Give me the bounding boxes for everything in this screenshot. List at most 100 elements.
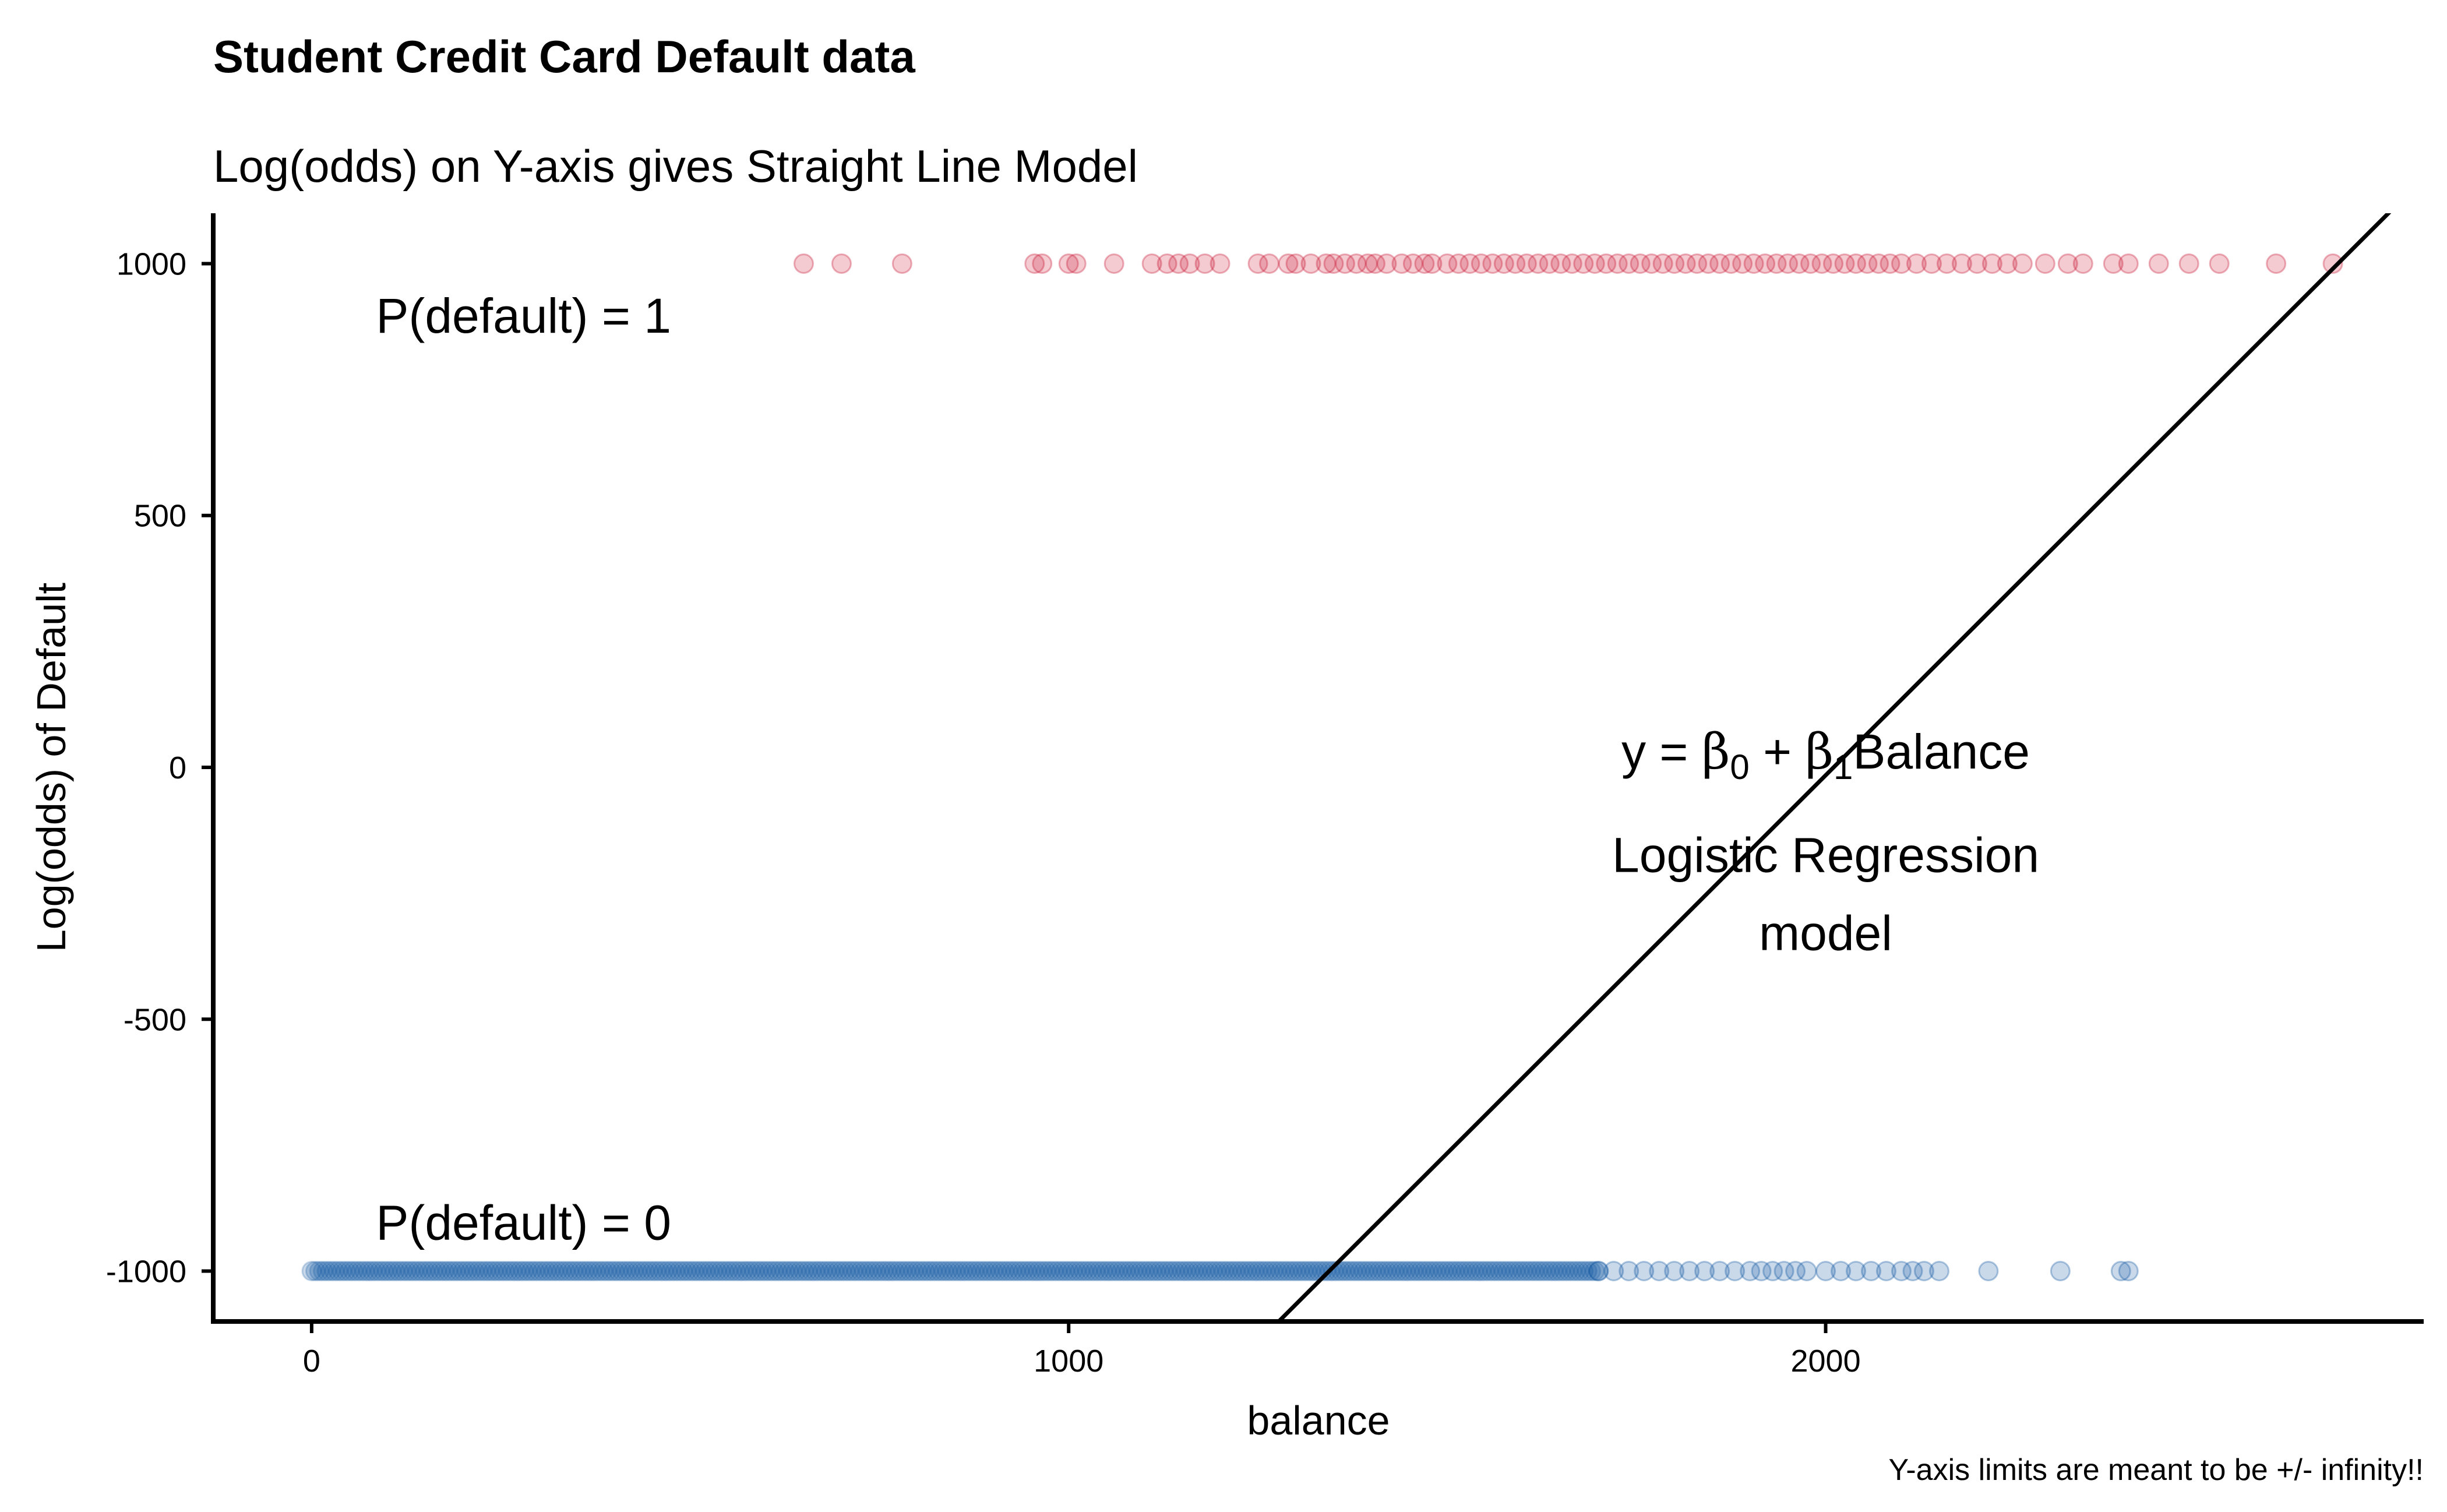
data-point	[1103, 1261, 1124, 1282]
data-point	[1081, 1261, 1102, 1282]
data-point	[1467, 1261, 1488, 1282]
data-point	[1217, 1261, 1238, 1282]
data-point	[1539, 1261, 1560, 1282]
data-point	[778, 1261, 799, 1282]
data-point	[789, 1261, 810, 1282]
chart-subtitle: Log(odds) on Y-axis gives Straight Line …	[213, 140, 1138, 192]
data-point	[559, 1261, 580, 1282]
data-point	[1410, 1261, 1431, 1282]
beta-1-subscript: 1	[1834, 748, 1853, 787]
data-point	[453, 1261, 474, 1282]
data-point	[956, 1261, 977, 1282]
data-point	[1823, 253, 1844, 274]
data-point	[373, 1261, 394, 1282]
data-point	[1694, 1261, 1715, 1282]
data-point	[1452, 1261, 1473, 1282]
data-point	[1323, 1261, 1344, 1282]
data-point	[1047, 1261, 1068, 1282]
data-point	[1778, 253, 1799, 274]
data-point	[1811, 253, 1832, 274]
data-point	[1459, 1261, 1480, 1282]
series-default-yes	[793, 253, 2343, 274]
data-point	[680, 1261, 701, 1282]
y-tick-label: -1000	[106, 1254, 186, 1289]
beta-0-symbol: β	[1702, 723, 1730, 780]
data-point	[941, 1261, 962, 1282]
annotation-text: model	[1759, 905, 1892, 960]
data-point	[619, 1261, 640, 1282]
data-point	[483, 1261, 504, 1282]
data-point	[1402, 1261, 1423, 1282]
data-point	[1641, 253, 1662, 274]
data-point	[1134, 1261, 1155, 1282]
data-point	[729, 1261, 750, 1282]
data-point	[831, 253, 852, 274]
data-point	[1891, 1261, 1912, 1282]
data-point	[1936, 253, 1957, 274]
data-point	[1796, 1261, 1817, 1282]
data-point	[1539, 253, 1560, 274]
data-point	[612, 1261, 633, 1282]
data-point	[884, 1261, 905, 1282]
data-point	[1364, 253, 1385, 274]
data-point	[683, 1261, 704, 1282]
data-point	[763, 1261, 784, 1282]
data-point	[1687, 253, 1708, 274]
data-point	[1225, 1261, 1246, 1282]
data-point	[1050, 1261, 1071, 1282]
data-point	[1289, 1261, 1310, 1282]
data-point	[327, 1261, 348, 1282]
data-point	[1512, 1261, 1533, 1282]
data-point	[1554, 1261, 1575, 1282]
data-point	[1448, 1261, 1469, 1282]
data-point	[1194, 1261, 1215, 1282]
data-point	[1210, 1261, 1230, 1282]
data-point	[1497, 1261, 1518, 1282]
data-point	[1535, 1261, 1556, 1282]
data-point	[990, 1261, 1011, 1282]
data-point	[347, 1261, 368, 1282]
data-point	[403, 1261, 424, 1282]
data-point	[1206, 1261, 1227, 1282]
data-point	[577, 1261, 598, 1282]
data-point	[1032, 1261, 1053, 1282]
data-point	[1179, 1261, 1200, 1282]
data-point	[1573, 253, 1594, 274]
data-point	[418, 1261, 439, 1282]
x-tick-label: 1000	[1034, 1344, 1103, 1379]
data-point	[468, 1261, 489, 1282]
data-point	[1119, 1261, 1140, 1282]
data-point	[509, 1261, 530, 1282]
data-point	[441, 1261, 462, 1282]
data-point	[1516, 1261, 1537, 1282]
data-point	[1725, 1261, 1746, 1282]
data-point	[1581, 1261, 1602, 1282]
data-point	[1092, 1261, 1113, 1282]
data-point	[736, 1261, 757, 1282]
data-point	[1437, 1261, 1458, 1282]
data-point	[1402, 253, 1423, 274]
data-point	[1493, 253, 1514, 274]
data-point	[1437, 253, 1458, 274]
data-point	[665, 1261, 686, 1282]
data-point	[324, 1261, 345, 1282]
data-point	[615, 1261, 636, 1282]
data-point	[2118, 1261, 2139, 1282]
data-point	[1619, 253, 1639, 274]
data-point	[1584, 1261, 1605, 1282]
annotations: P(default) = 1 P(default) = 0 Logistic Reg…	[376, 288, 2039, 1250]
data-point	[400, 1261, 421, 1282]
data-point	[1966, 253, 1987, 274]
data-point	[1349, 1261, 1370, 1282]
data-point	[982, 1261, 1003, 1282]
data-point	[1316, 1261, 1337, 1282]
data-point	[524, 1261, 545, 1282]
x-tick-label: 2000	[1790, 1344, 1860, 1379]
data-point	[1414, 253, 1435, 274]
data-point	[1221, 1261, 1242, 1282]
data-point	[562, 1261, 583, 1282]
data-point	[642, 1261, 663, 1282]
data-point	[1274, 1261, 1295, 1282]
data-point	[699, 1261, 720, 1282]
